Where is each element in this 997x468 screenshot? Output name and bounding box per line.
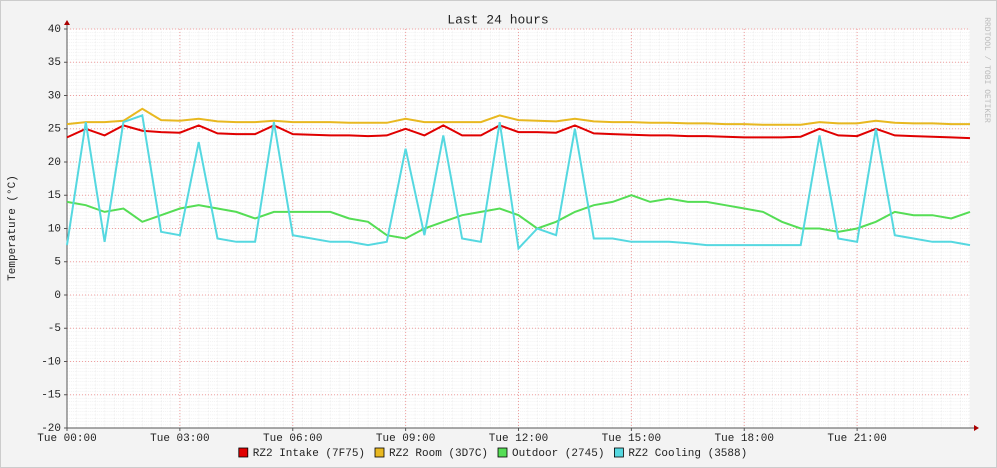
legend-swatch (374, 447, 385, 458)
chart-title: Last 24 hours (447, 12, 548, 27)
series-line (66, 124, 971, 140)
y-tick-label: 30 (48, 90, 61, 102)
x-tick-label: Tue 03:00 (150, 433, 209, 445)
x-tick-label: Tue 12:00 (489, 433, 548, 445)
x-tick-label: Tue 09:00 (376, 433, 435, 445)
legend-label: RZ2 Room (3D7C) (389, 448, 488, 460)
y-tick-label: 15 (48, 190, 61, 202)
y-tick-label: 35 (48, 57, 61, 69)
x-axis-arrow (974, 425, 979, 431)
y-tick-label: -10 (41, 356, 61, 368)
x-tick-label: Tue 21:00 (827, 433, 886, 445)
y-tick-label: 20 (48, 157, 61, 169)
legend-swatch (238, 447, 249, 458)
legend-label: RZ2 Intake (7F75) (253, 448, 365, 460)
y-tick-label: 40 (48, 24, 61, 36)
watermark: RRDTOOL / TOBI OETIKER (982, 17, 991, 123)
x-tick-label: Tue 06:00 (263, 433, 322, 445)
x-tick-label: Tue 15:00 (602, 433, 661, 445)
y-tick-label: 0 (54, 290, 61, 302)
legend-label: RZ2 Cooling (3588) (628, 448, 747, 460)
y-tick-label: 25 (48, 124, 61, 136)
series-line (66, 107, 970, 126)
series-line (66, 114, 971, 251)
legend-swatch (497, 447, 508, 458)
y-tick-label: 5 (54, 257, 61, 269)
y-axis-arrow (64, 20, 70, 25)
y-tick-label: -15 (41, 390, 61, 402)
x-tick-label: Tue 18:00 (715, 433, 774, 445)
legend-label: Outdoor (2745) (512, 448, 604, 460)
y-tick-label: -5 (48, 323, 61, 335)
series-line (66, 194, 971, 240)
x-tick-label: Tue 00:00 (37, 433, 96, 445)
y-tick-label: 10 (48, 223, 61, 235)
y-axis-label: Temperature (°C) (7, 175, 19, 281)
y-tick-label: -20 (41, 423, 61, 435)
legend-swatch (614, 447, 624, 458)
